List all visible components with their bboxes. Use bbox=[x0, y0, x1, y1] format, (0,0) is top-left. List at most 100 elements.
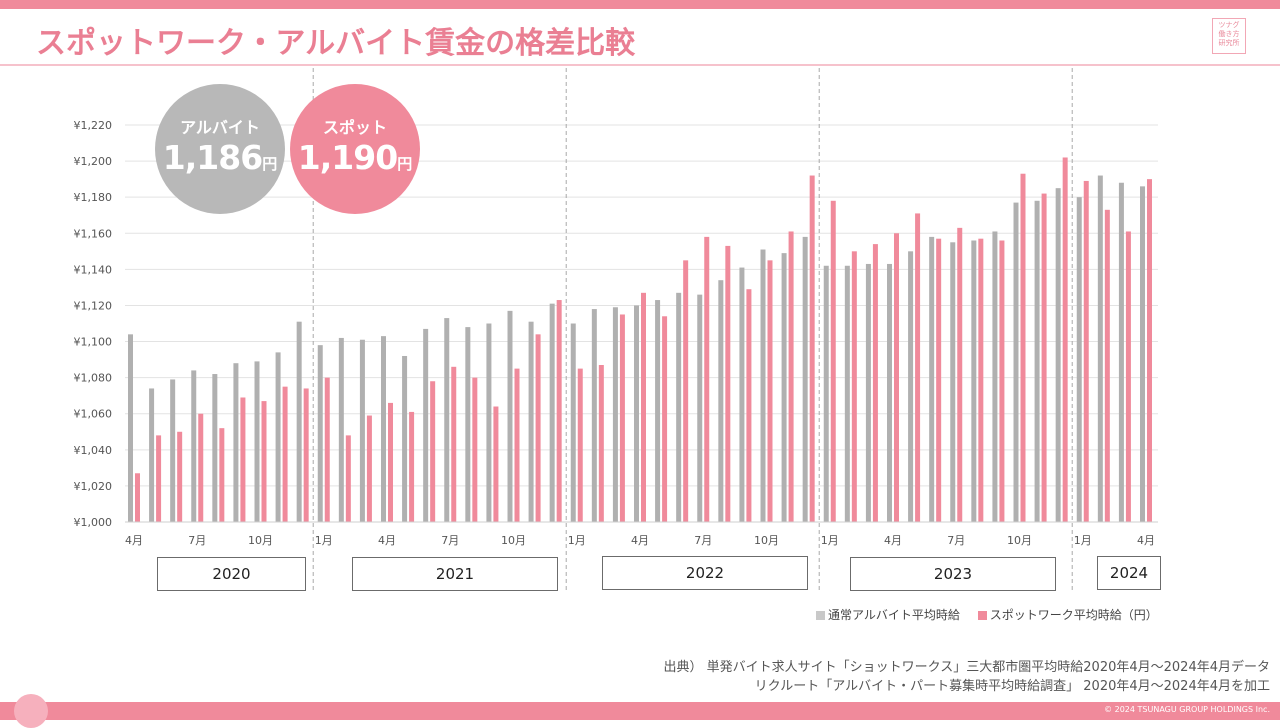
arubaito-highlight-bubble: アルバイト 1,186円 bbox=[155, 84, 285, 214]
y-tick-label: ¥1,080 bbox=[74, 372, 113, 385]
bar-spot bbox=[282, 386, 288, 522]
bar-spot bbox=[1125, 231, 1131, 522]
bar-spot bbox=[704, 236, 710, 522]
legend-swatch-gray bbox=[816, 611, 825, 620]
bar-arubaito bbox=[402, 355, 408, 522]
bar-arubaito bbox=[570, 323, 576, 522]
bar-arubaito bbox=[528, 321, 534, 522]
bar-arubaito bbox=[781, 253, 787, 522]
y-tick-label: ¥1,220 bbox=[74, 119, 113, 132]
bar-arubaito bbox=[908, 251, 914, 522]
bar-arubaito bbox=[823, 265, 829, 522]
bar-spot bbox=[619, 314, 625, 522]
bar-spot bbox=[999, 240, 1005, 522]
legend-label-arubaito: 通常アルバイト平均時給 bbox=[828, 608, 960, 622]
bar-arubaito bbox=[233, 363, 239, 522]
bar-spot bbox=[725, 245, 731, 522]
logo-line: ツナグ bbox=[1218, 21, 1240, 29]
x-tick-label: 10月 bbox=[248, 534, 273, 547]
bar-arubaito bbox=[1034, 200, 1040, 523]
x-tick-label: 7月 bbox=[441, 534, 459, 547]
bar-arubaito bbox=[275, 352, 281, 522]
bar-arubaito bbox=[296, 321, 302, 522]
legend-item-arubaito: 通常アルバイト平均時給 bbox=[816, 608, 960, 622]
y-tick-label: ¥1,040 bbox=[74, 444, 113, 457]
bar-arubaito bbox=[317, 345, 323, 522]
bar-spot bbox=[493, 406, 499, 522]
chart-legend: 通常アルバイト平均時給 スポットワーク平均時給（円） bbox=[816, 606, 1172, 623]
bar-arubaito bbox=[191, 370, 197, 522]
bar-arubaito bbox=[950, 242, 956, 522]
bar-arubaito bbox=[971, 240, 977, 522]
bar-arubaito bbox=[591, 309, 597, 522]
bar-spot bbox=[957, 227, 963, 523]
bar-arubaito bbox=[887, 263, 892, 522]
bar-arubaito bbox=[128, 334, 133, 522]
bar-arubaito bbox=[359, 339, 365, 522]
x-tick-label: 1月 bbox=[821, 534, 839, 547]
bar-spot bbox=[577, 368, 583, 522]
bar-spot bbox=[1020, 173, 1026, 523]
bar-spot bbox=[556, 300, 562, 522]
bar-arubaito bbox=[634, 305, 639, 522]
bar-spot bbox=[1147, 179, 1152, 523]
bar-spot bbox=[514, 368, 520, 522]
bar-spot bbox=[472, 377, 478, 522]
bar-spot bbox=[1104, 209, 1110, 522]
bar-arubaito bbox=[992, 231, 998, 522]
year-box-2022: 2022 bbox=[602, 556, 808, 590]
x-tick-label: 7月 bbox=[188, 534, 206, 547]
bar-spot bbox=[1062, 157, 1068, 522]
bar-arubaito bbox=[338, 337, 344, 522]
bar-arubaito bbox=[549, 303, 555, 522]
spot-highlight-value: 1,190 bbox=[297, 138, 398, 177]
bar-arubaito bbox=[1140, 186, 1145, 522]
bar-spot bbox=[198, 413, 204, 522]
bar-arubaito bbox=[1076, 197, 1082, 522]
source-line-2: リクルート「アルバイト・パート募集時平均時給調査」 2020年4月～2024年4… bbox=[754, 679, 1270, 694]
bar-spot bbox=[851, 251, 857, 522]
x-tick-label: 1月 bbox=[315, 534, 333, 547]
bar-spot bbox=[156, 435, 162, 522]
bar-spot bbox=[788, 231, 794, 522]
y-tick-label: ¥1,000 bbox=[74, 516, 113, 529]
bar-spot bbox=[261, 401, 267, 522]
arubaito-highlight-value: 1,186 bbox=[162, 138, 263, 177]
bar-arubaito bbox=[676, 292, 682, 522]
bar-spot bbox=[809, 175, 815, 522]
arubaito-highlight-value-wrap: 1,186円 bbox=[155, 138, 285, 177]
bar-spot bbox=[535, 334, 541, 522]
x-tick-label: 1月 bbox=[568, 534, 586, 547]
bar-spot bbox=[872, 244, 878, 522]
corner-decoration bbox=[14, 694, 48, 728]
page-title: スポットワーク・アルバイト賃金の格差比較 bbox=[36, 26, 636, 61]
x-tick-label: 10月 bbox=[754, 534, 779, 547]
bar-spot bbox=[746, 289, 752, 522]
brand-logo: ツナグ 働き方 研究所 bbox=[1212, 18, 1246, 54]
y-tick-label: ¥1,020 bbox=[74, 480, 113, 493]
bar-arubaito bbox=[1055, 188, 1061, 522]
bar-arubaito bbox=[465, 327, 471, 522]
spot-highlight-value-wrap: 1,190円 bbox=[290, 138, 420, 177]
bar-arubaito bbox=[444, 318, 450, 522]
bar-spot bbox=[409, 411, 415, 522]
bar-spot bbox=[915, 213, 921, 522]
bar-spot bbox=[641, 292, 646, 522]
bar-arubaito bbox=[612, 307, 618, 522]
bar-spot bbox=[135, 473, 140, 522]
bar-spot bbox=[177, 431, 183, 522]
x-tick-label: 4月 bbox=[884, 534, 902, 547]
bar-spot bbox=[430, 381, 436, 522]
bar-arubaito bbox=[1097, 175, 1103, 522]
bar-spot bbox=[366, 415, 372, 522]
bar-spot bbox=[894, 233, 899, 523]
year-box-2024: 2024 bbox=[1097, 556, 1161, 590]
bar-spot bbox=[1041, 193, 1047, 522]
bar-arubaito bbox=[423, 328, 429, 522]
bar-arubaito bbox=[760, 249, 766, 522]
x-tick-label: 4月 bbox=[125, 534, 143, 547]
bar-spot bbox=[662, 316, 668, 522]
bar-arubaito bbox=[170, 379, 176, 522]
legend-label-spot: スポットワーク平均時給（円） bbox=[989, 608, 1158, 622]
bar-arubaito bbox=[697, 294, 703, 522]
